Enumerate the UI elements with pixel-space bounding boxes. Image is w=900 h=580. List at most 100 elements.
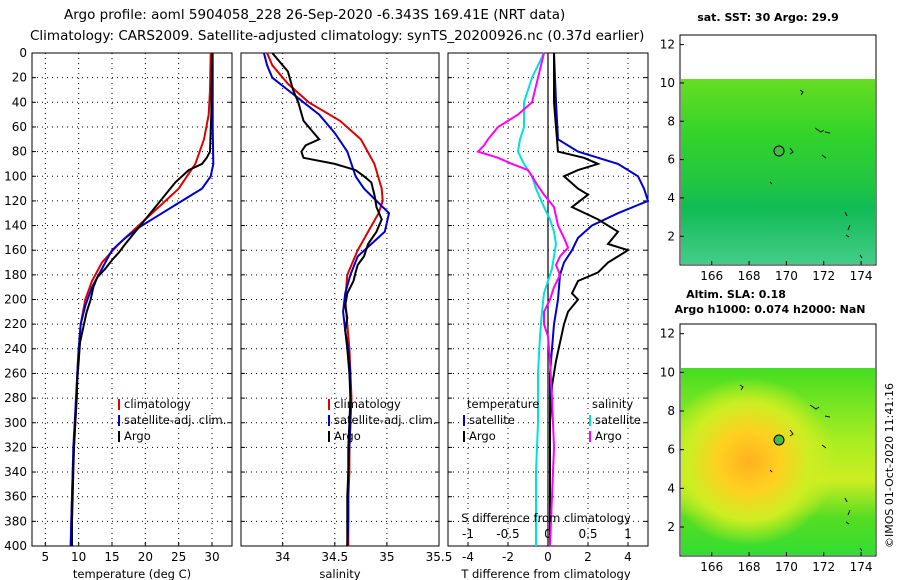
- series-line-argo: [271, 52, 383, 546]
- map-y-tick-label: 2: [667, 520, 675, 534]
- title-line-1: Argo profile: aoml 5904058_228 26-Sep-20…: [64, 7, 565, 23]
- x-axis-label-s-difference: S difference from climatology: [461, 511, 631, 525]
- x-tick-label: 34: [275, 550, 290, 564]
- series-line-s-satellite: [516, 52, 558, 546]
- map-x-tick-label: 172: [812, 269, 835, 283]
- map-x-tick-label: 172: [812, 560, 835, 574]
- y-tick-label: 180: [4, 268, 27, 282]
- x-tick-label: -4: [462, 550, 474, 564]
- legend-climatology: climatology: [124, 397, 191, 411]
- map-y-tick-label: 10: [660, 365, 675, 379]
- x2-tick-label: 0.5: [578, 527, 597, 541]
- x-tick-label: 35: [379, 550, 394, 564]
- x2-tick-label: -1: [462, 527, 474, 541]
- map-x-tick-label: 168: [738, 560, 761, 574]
- x-tick-label: 2: [584, 550, 592, 564]
- y-tick-label: 80: [12, 145, 27, 159]
- y-tick-label: 40: [12, 95, 27, 109]
- x2-tick-label: 1: [624, 527, 632, 541]
- map-y-tick-label: 12: [660, 327, 675, 341]
- map-x-tick-label: 166: [700, 269, 723, 283]
- y-tick-label: 380: [4, 514, 27, 528]
- x-tick-label: 25: [171, 550, 186, 564]
- map-x-tick-label: 166: [700, 560, 723, 574]
- y-tick-label: 160: [4, 243, 27, 257]
- x-tick-label: 0: [544, 550, 552, 564]
- x-tick-label: -2: [502, 550, 514, 564]
- legend-salinity-title: salinity: [592, 397, 633, 411]
- series-line-s-argo: [476, 52, 570, 547]
- legend-s-argo: Argo: [595, 429, 622, 443]
- legend-temperature-title: temperature: [467, 397, 539, 411]
- title-line-2: Climatology: CARS2009. Satellite-adjuste…: [30, 28, 644, 44]
- legend-t-argo: Argo: [469, 429, 496, 443]
- x-axis-label-temperature: temperature (deg C): [73, 567, 191, 580]
- difference-legend: temperature satellite Argo salinity sate…: [463, 397, 641, 443]
- y-tick-label: 100: [4, 169, 27, 183]
- sla-coastlines: [739, 384, 863, 552]
- map-y-tick-label: 2: [667, 229, 675, 243]
- map-x-tick-label: 170: [775, 269, 798, 283]
- sla-map: Altim. SLA: 0.18 Argo h1000: 0.074 h2000…: [660, 288, 877, 574]
- map-x-tick-label: 170: [775, 560, 798, 574]
- temperature-panel: 5 10 15 20 25 3002040608010012014016018020022…: [4, 46, 233, 564]
- map-y-tick-label: 12: [660, 38, 675, 52]
- y-tick-label: 320: [4, 440, 27, 454]
- y-tick-label: 60: [12, 120, 27, 134]
- copyright-watermark: ©IMOS 01-Oct-2020 11:41:16: [883, 383, 896, 548]
- sla-anomaly-highlight: [681, 368, 875, 555]
- y-tick-label: 220: [4, 317, 27, 331]
- y-tick-label: 140: [4, 219, 27, 233]
- y-tick-label: 260: [4, 366, 27, 380]
- map-y-tick-label: 6: [667, 153, 675, 167]
- legend-argo: Argo: [124, 429, 151, 443]
- legend-argo: Argo: [334, 429, 361, 443]
- salinity-legend: climatology satellite-adj. clim. Argo: [328, 397, 436, 443]
- x-tick-label: 5: [42, 550, 50, 564]
- sst-map: sat. SST: 30 Argo: 29.9 166 168 170 172 174 2…: [660, 11, 877, 283]
- map-y-tick-label: 8: [667, 404, 675, 418]
- y-tick-label: 300: [4, 416, 27, 430]
- sst-field: [681, 79, 875, 264]
- x-axis-label-salinity: salinity: [319, 567, 360, 580]
- series-line-t-argo: [549, 53, 631, 546]
- legend-t-satellite: satellite: [469, 413, 515, 427]
- map-y-tick-label: 4: [667, 481, 675, 495]
- y-tick-label: 200: [4, 293, 27, 307]
- sla-map-title-1: Altim. SLA: 0.18: [686, 288, 786, 301]
- x-tick-label: 20: [138, 550, 153, 564]
- sla-argo-marker: [773, 434, 785, 446]
- sst-argo-marker: [773, 145, 785, 157]
- x-tick-label: 15: [104, 550, 119, 564]
- legend-satellite-adj-clim: satellite-adj. clim.: [334, 413, 436, 427]
- x-axis-label-t-difference: T difference from climatology: [460, 567, 631, 580]
- map-y-tick-label: 4: [667, 191, 675, 205]
- y-tick-label: 340: [4, 465, 27, 479]
- legend-s-satellite: satellite: [595, 413, 641, 427]
- map-y-tick-label: 8: [667, 114, 675, 128]
- x2-tick-label: -0.5: [496, 527, 519, 541]
- y-tick-label: 0: [19, 46, 27, 60]
- map-x-tick-label: 174: [850, 269, 873, 283]
- map-y-tick-label: 10: [660, 76, 675, 90]
- y-tick-label: 240: [4, 342, 27, 356]
- x-tick-label: 4: [624, 550, 632, 564]
- y-tick-label: 280: [4, 391, 27, 405]
- series-line-argo: [71, 52, 213, 546]
- sla-map-title-2: Argo h1000: 0.074 h2000: NaN: [674, 303, 865, 316]
- salinity-axes-frame: [240, 52, 440, 547]
- sst-coastlines: [769, 89, 863, 259]
- y-tick-label: 360: [4, 490, 27, 504]
- y-tick-label: 20: [12, 71, 27, 85]
- salinity-panel: 34 34.5 35 35.5: [240, 52, 452, 564]
- series-line-t-satellite: [549, 52, 650, 546]
- legend-satellite-adj-clim: satellite-adj. clim.: [124, 413, 226, 427]
- series-line-satellite-adj-clim-: [262, 52, 391, 547]
- y-tick-label: 400: [4, 539, 27, 553]
- temperature-legend: climatology satellite-adj. clim. Argo: [118, 397, 226, 443]
- x-tick-label: 10: [71, 550, 86, 564]
- legend-climatology: climatology: [334, 397, 401, 411]
- sst-map-title: sat. SST: 30 Argo: 29.9: [697, 11, 839, 24]
